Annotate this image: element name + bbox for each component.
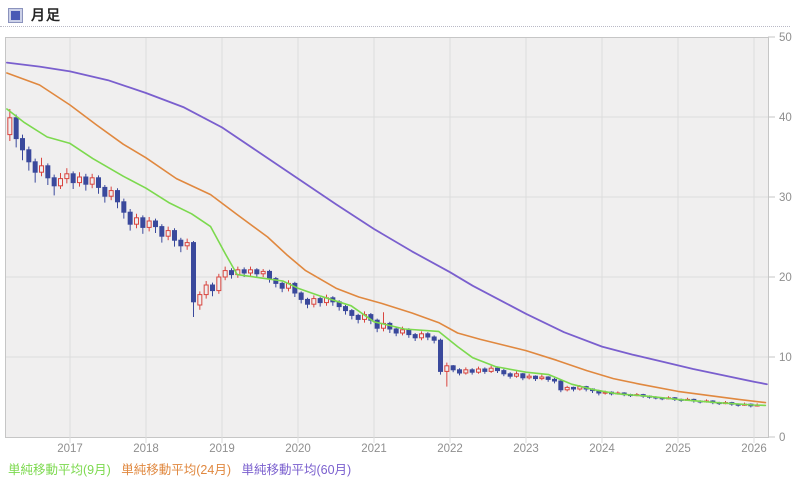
sma-line-9 (6, 108, 767, 407)
y-tick-label: 20 (779, 272, 792, 284)
chart-header: 月足 (8, 6, 61, 24)
y-tick-label: 10 (779, 352, 792, 364)
chart-area: 0 10 20 30 40 50 2017 2018 2019 2020 2021 2022 2023 2… (5, 29, 800, 459)
chart-title: 月足 (31, 7, 61, 23)
x-tick-label: 2022 (437, 443, 463, 455)
x-tick-label: 2018 (133, 443, 159, 455)
y-tick-label: 50 (779, 32, 792, 44)
x-tick-label: 2023 (513, 443, 539, 455)
x-tick-label: 2026 (741, 443, 767, 455)
y-axis-labels: 0 10 20 30 40 50 (768, 32, 792, 444)
y-tick-label: 40 (779, 112, 792, 124)
x-tick-label: 2020 (285, 443, 311, 455)
indicator-legend: 単純移動平均(9月) 単純移動平均(24月) 単純移動平均(60月) (8, 459, 358, 478)
sma-line-60 (6, 61, 768, 386)
x-axis-labels: 2017 2018 2019 2020 2021 2022 2023 2024 2025 2026 (57, 443, 767, 455)
title-separator (0, 26, 790, 27)
y-tick-label: 0 (779, 432, 785, 444)
x-tick-label: 2017 (57, 443, 83, 455)
x-tick-label: 2019 (209, 443, 235, 455)
x-tick-label: 2021 (361, 443, 387, 455)
x-tick-label: 2025 (665, 443, 691, 455)
x-tick-label: 2024 (589, 443, 615, 455)
bullet-square-icon (8, 7, 23, 23)
legend-sma60-label: 単純移動平均(60月) (241, 463, 352, 477)
legend-sma9-label: 単純移動平均(9月) (8, 463, 111, 477)
y-tick-label: 30 (779, 192, 792, 204)
bullet-square-inner (11, 10, 20, 20)
legend-sma24-label: 単純移動平均(24月) (121, 463, 231, 477)
sma-line-24 (6, 72, 767, 404)
